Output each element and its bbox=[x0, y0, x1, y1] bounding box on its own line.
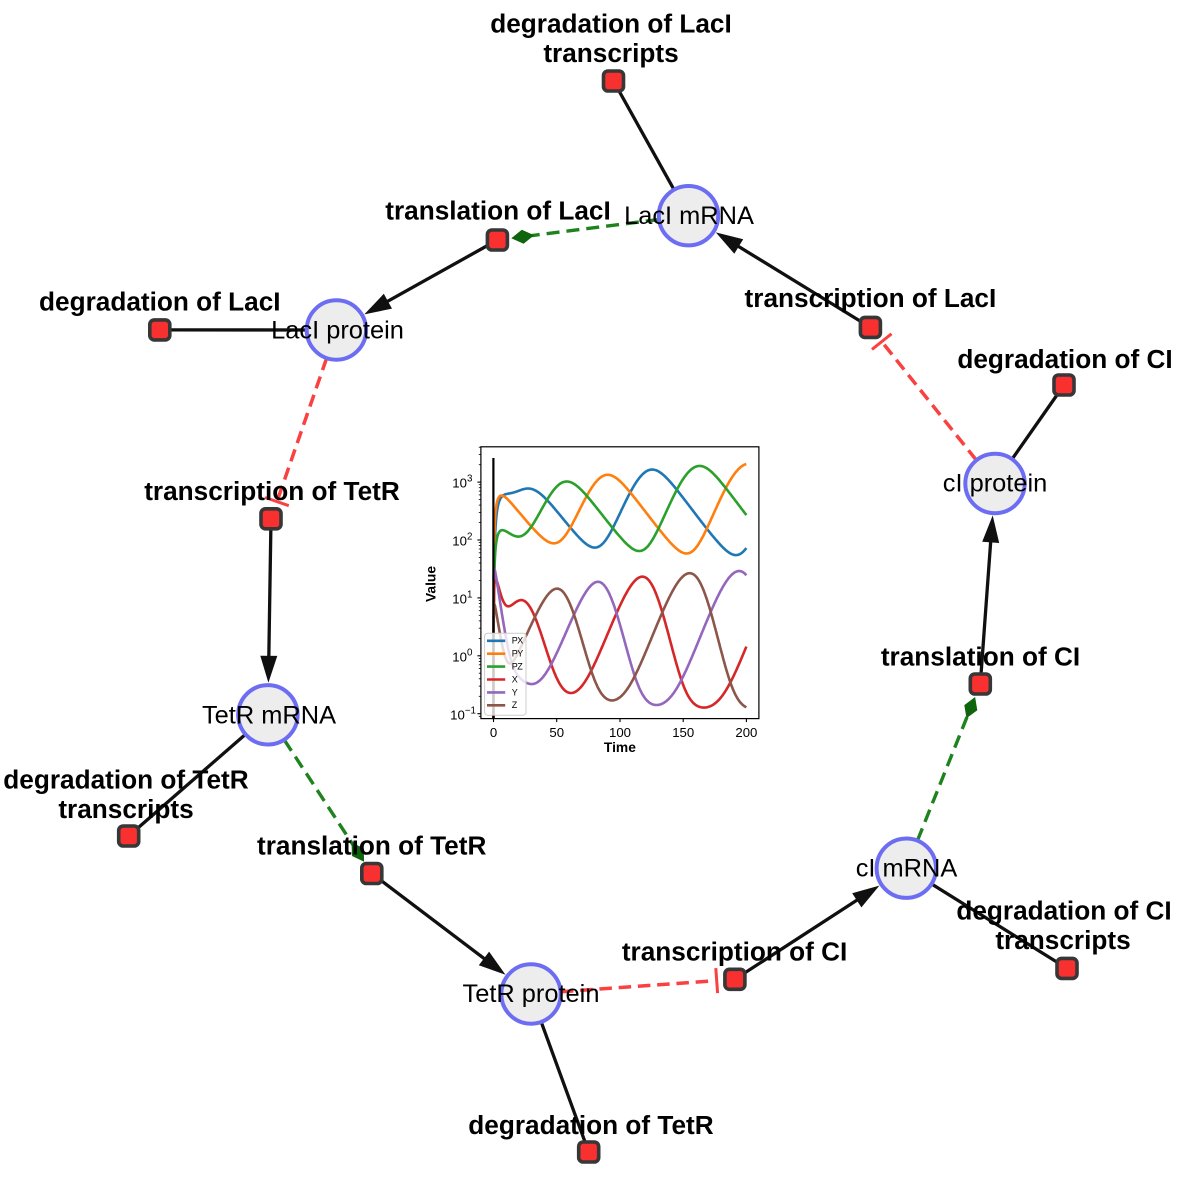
svg-text:transcripts: transcripts bbox=[543, 38, 678, 68]
svg-text:TetR mRNA: TetR mRNA bbox=[202, 701, 336, 729]
svg-text:PZ: PZ bbox=[512, 662, 523, 672]
svg-text:101: 101 bbox=[452, 590, 472, 607]
svg-text:PY: PY bbox=[512, 649, 523, 659]
svg-text:10−1: 10−1 bbox=[450, 705, 476, 722]
svg-text:LacI mRNA: LacI mRNA bbox=[624, 202, 754, 230]
svg-text:transcription of TetR: transcription of TetR bbox=[144, 476, 400, 506]
svg-text:100: 100 bbox=[609, 725, 631, 740]
svg-text:translation of CI: translation of CI bbox=[881, 641, 1080, 671]
svg-text:TetR protein: TetR protein bbox=[463, 980, 600, 1008]
svg-text:degradation of CI: degradation of CI bbox=[956, 896, 1171, 926]
svg-text:translation of LacI: translation of LacI bbox=[385, 196, 611, 226]
svg-text:degradation of TetR: degradation of TetR bbox=[3, 765, 248, 795]
svg-text:200: 200 bbox=[735, 725, 757, 740]
svg-text:0: 0 bbox=[490, 725, 497, 740]
svg-text:100: 100 bbox=[452, 647, 473, 664]
svg-text:cI mRNA: cI mRNA bbox=[856, 855, 958, 883]
svg-text:transcription of LacI: transcription of LacI bbox=[745, 283, 997, 313]
svg-text:degradation of LacI: degradation of LacI bbox=[490, 9, 732, 39]
svg-text:translation of TetR: translation of TetR bbox=[257, 830, 486, 860]
svg-text:150: 150 bbox=[672, 725, 694, 740]
svg-text:102: 102 bbox=[452, 532, 472, 549]
svg-text:transcripts: transcripts bbox=[995, 925, 1130, 955]
svg-text:transcripts: transcripts bbox=[58, 794, 193, 824]
svg-text:degradation of LacI: degradation of LacI bbox=[39, 286, 281, 316]
svg-text:cI protein: cI protein bbox=[943, 470, 1047, 498]
svg-text:degradation of CI: degradation of CI bbox=[957, 344, 1172, 374]
svg-text:Value: Value bbox=[424, 566, 439, 602]
svg-text:Z: Z bbox=[512, 700, 518, 710]
svg-text:degradation of TetR: degradation of TetR bbox=[468, 1110, 713, 1140]
svg-text:50: 50 bbox=[549, 725, 564, 740]
svg-text:X: X bbox=[512, 674, 518, 684]
svg-text:103: 103 bbox=[452, 474, 473, 491]
svg-text:transcription of CI: transcription of CI bbox=[622, 937, 848, 967]
svg-text:LacI protein: LacI protein bbox=[271, 317, 404, 345]
svg-text:Y: Y bbox=[512, 687, 518, 697]
svg-text:Time: Time bbox=[604, 740, 636, 755]
svg-text:PX: PX bbox=[512, 636, 523, 646]
